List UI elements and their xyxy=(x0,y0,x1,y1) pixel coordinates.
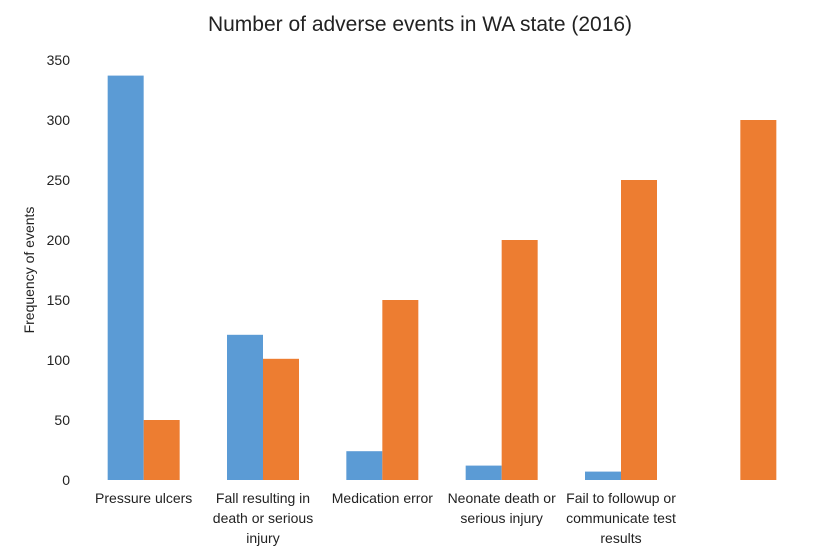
bar-series2-cat5 xyxy=(621,180,657,480)
x-tick-label: Fall resulting in death or serious injury xyxy=(213,490,313,546)
y-tick-label: 100 xyxy=(47,352,71,368)
bar-series2-cat4 xyxy=(501,240,538,480)
x-tick-label-line: serious injury xyxy=(460,510,542,526)
bar-series2-cat2 xyxy=(263,358,299,480)
y-tick-label: 0 xyxy=(62,472,70,488)
bar-series2-cat3 xyxy=(382,300,419,480)
bar-series2-cat6 xyxy=(740,120,777,480)
bar-series1-cat5 xyxy=(585,471,621,480)
x-tick-label: Pressure ulcers xyxy=(95,490,192,506)
x-tick-label-line: Medication error xyxy=(332,490,433,506)
x-tick-label: Fail to followup or communicate test resul… xyxy=(566,490,676,546)
x-tick-label-line: Fail to followup or xyxy=(566,490,676,506)
bar-series1-cat3 xyxy=(346,451,383,480)
y-tick-label: 50 xyxy=(54,412,70,428)
x-tick-label-line: communicate test xyxy=(566,510,676,526)
x-tick-label-line: Neonate death or xyxy=(448,490,557,506)
bar-series2-cat1 xyxy=(143,420,180,480)
x-axis-ticks: Pressure ulcers Fall resulting in death or… xyxy=(95,490,676,546)
y-axis-ticks: 0 50 100 150 200 250 300 350 xyxy=(47,52,71,488)
y-tick-label: 200 xyxy=(47,232,71,248)
y-tick-label: 350 xyxy=(47,52,71,68)
y-tick-label: 250 xyxy=(47,172,71,188)
bar-series1-cat1 xyxy=(107,75,144,480)
bar-series1-cat2 xyxy=(227,334,263,480)
bar-series1-cat4 xyxy=(465,465,502,480)
y-tick-label: 150 xyxy=(47,292,71,308)
chart-title: Number of adverse events in WA state (20… xyxy=(208,13,632,36)
x-tick-label: Medication error xyxy=(332,490,433,506)
y-axis-label: Frequency of events xyxy=(21,207,37,334)
x-tick-label-line: injury xyxy=(246,530,279,546)
x-tick-label-line: Fall resulting in xyxy=(216,490,310,506)
bars xyxy=(107,75,777,480)
x-tick-label: Neonate death or serious injury xyxy=(448,490,557,526)
x-tick-label-line: death or serious xyxy=(213,510,313,526)
x-tick-label-line: Pressure ulcers xyxy=(95,490,192,506)
x-tick-label-line: results xyxy=(600,530,641,546)
y-tick-label: 300 xyxy=(47,112,71,128)
